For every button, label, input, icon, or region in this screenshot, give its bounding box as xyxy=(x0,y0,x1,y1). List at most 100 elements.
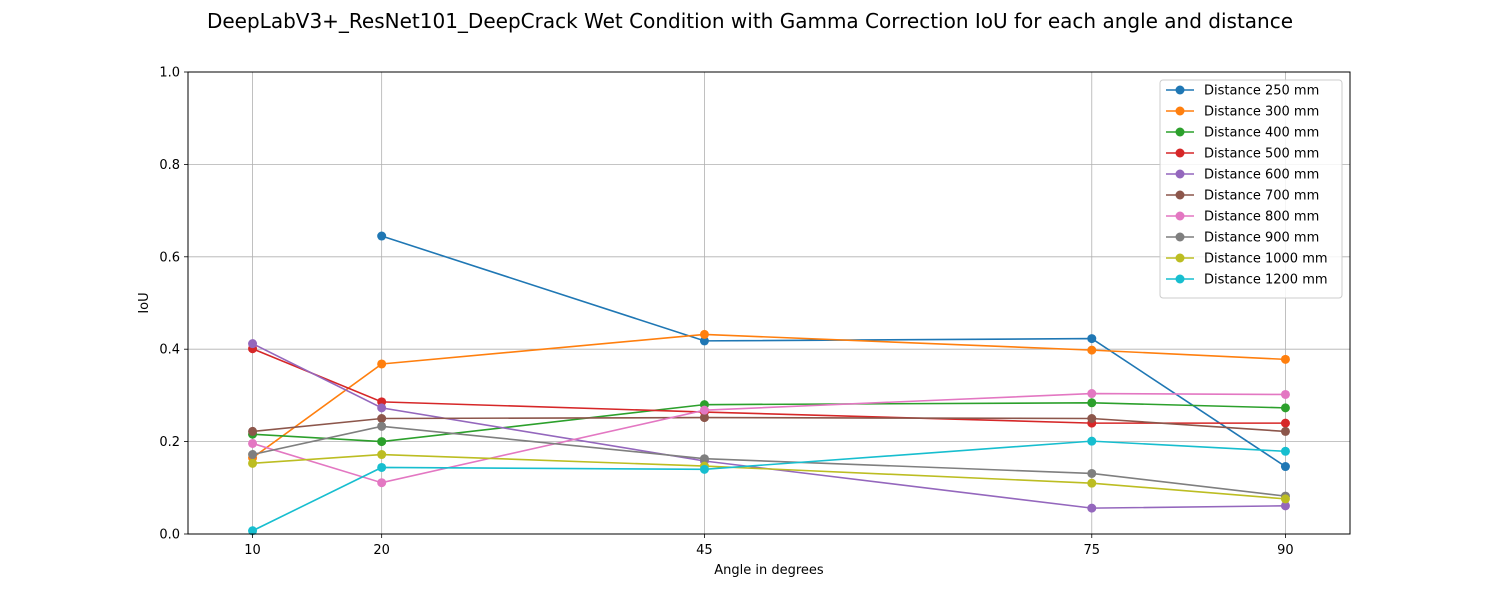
legend-item: Distance 250 mm xyxy=(1166,84,1319,99)
data-point xyxy=(699,413,709,423)
data-point xyxy=(1087,503,1097,513)
legend-swatch-marker xyxy=(1175,106,1185,116)
series-9 xyxy=(248,450,1290,504)
legend-label: Distance 300 mm xyxy=(1204,105,1319,120)
data-point xyxy=(377,403,387,413)
data-point xyxy=(1280,389,1290,399)
data-point xyxy=(1087,345,1097,355)
y-tick-label: 0.2 xyxy=(159,435,180,450)
data-point xyxy=(1280,446,1290,456)
legend-label: Distance 250 mm xyxy=(1204,84,1319,99)
data-point xyxy=(248,450,258,460)
y-tick-label: 0.0 xyxy=(159,528,180,543)
data-point xyxy=(377,478,387,488)
x-tick-label: 45 xyxy=(696,543,713,558)
data-point xyxy=(1280,494,1290,504)
series-2 xyxy=(248,329,1290,463)
axes: 10 20 45 75 90 0.0 0.2 0.4 0.6 0.8 1.0 xyxy=(159,66,1293,559)
plot-frame xyxy=(187,71,1351,535)
legend-swatch-marker xyxy=(1175,148,1185,158)
legend-box xyxy=(1159,79,1343,299)
legend-swatch-marker xyxy=(1175,127,1185,137)
data-point xyxy=(699,454,709,464)
legend-item: Distance 1200 mm xyxy=(1166,273,1328,288)
data-point xyxy=(1280,354,1290,364)
data-point xyxy=(1087,468,1097,478)
data-point xyxy=(248,339,258,349)
x-tick-label: 75 xyxy=(1084,543,1101,558)
legend-label: Distance 1200 mm xyxy=(1204,273,1328,288)
data-point xyxy=(377,462,387,472)
legend-label: Distance 700 mm xyxy=(1204,189,1319,204)
legend-item: Distance 700 mm xyxy=(1166,189,1319,204)
y-tick-label: 0.6 xyxy=(159,250,180,265)
data-point xyxy=(1280,501,1290,511)
legend-item: Distance 800 mm xyxy=(1166,210,1319,225)
series-10 xyxy=(248,436,1290,536)
x-axis-label: Angle in degrees xyxy=(714,563,824,578)
data-point xyxy=(1280,418,1290,428)
data-point xyxy=(377,421,387,431)
legend-label: Distance 1000 mm xyxy=(1204,252,1328,267)
series-6 xyxy=(248,413,1290,436)
series-4 xyxy=(248,344,1290,428)
data-point xyxy=(377,414,387,423)
series-7 xyxy=(248,389,1290,488)
data-point xyxy=(1087,398,1097,408)
data-point xyxy=(699,336,709,346)
data-point xyxy=(699,405,709,415)
series-1 xyxy=(377,231,1290,472)
y-tick-label: 1.0 xyxy=(159,66,180,81)
chart-title: DeepLabV3+_ResNet101_DeepCrack Wet Condi… xyxy=(207,9,1293,33)
data-point xyxy=(1087,389,1097,399)
legend-swatch-marker xyxy=(1175,190,1185,200)
legend-swatch-marker xyxy=(1175,169,1185,179)
y-axis-label: IoU xyxy=(137,292,152,313)
data-point xyxy=(1280,403,1290,413)
data-point xyxy=(1087,436,1097,446)
series-line xyxy=(381,235,1286,468)
data-point xyxy=(248,438,258,448)
legend-swatch-marker xyxy=(1175,211,1185,221)
x-tick-label: 90 xyxy=(1277,543,1294,558)
data-point xyxy=(1087,414,1097,423)
legend-swatch-marker xyxy=(1175,232,1185,242)
series-3 xyxy=(248,398,1290,447)
legend-swatch-marker xyxy=(1175,274,1185,284)
y-tick-label: 0.4 xyxy=(159,343,180,358)
legend-label: Distance 600 mm xyxy=(1204,168,1319,183)
data-point xyxy=(1087,334,1097,344)
x-tick-label: 20 xyxy=(373,543,390,558)
legend-item: Distance 500 mm xyxy=(1166,147,1319,162)
data-point xyxy=(248,426,258,436)
legend-item: Distance 300 mm xyxy=(1166,105,1319,120)
legend-label: Distance 900 mm xyxy=(1204,231,1319,246)
data-point xyxy=(699,464,709,474)
data-point xyxy=(248,526,258,536)
legend-swatch-marker xyxy=(1175,85,1185,95)
data-point xyxy=(377,450,387,460)
data-point xyxy=(1280,426,1290,436)
legend-item: Distance 400 mm xyxy=(1166,126,1319,141)
legend-label: Distance 500 mm xyxy=(1204,147,1319,162)
legend-label: Distance 800 mm xyxy=(1204,210,1319,225)
data-point xyxy=(248,458,258,468)
legend-item: Distance 1000 mm xyxy=(1166,252,1328,267)
series-line xyxy=(252,342,1286,509)
legend-item: Distance 600 mm xyxy=(1166,168,1319,183)
y-tick-label: 0.8 xyxy=(159,158,180,173)
data-point xyxy=(699,329,709,339)
data-point xyxy=(377,437,387,447)
data-point xyxy=(1087,478,1097,488)
x-tick-label: 10 xyxy=(244,543,261,558)
legend-swatch-marker xyxy=(1175,253,1185,263)
data-point xyxy=(1280,462,1290,472)
series-8 xyxy=(248,421,1290,501)
legend-item: Distance 900 mm xyxy=(1166,231,1319,246)
legend: Distance 250 mm Distance 300 mm Distance 4… xyxy=(1159,79,1343,299)
series-line xyxy=(252,401,1286,443)
legend-label: Distance 400 mm xyxy=(1204,126,1319,141)
series-layer xyxy=(248,231,1290,536)
data-point xyxy=(377,231,387,241)
